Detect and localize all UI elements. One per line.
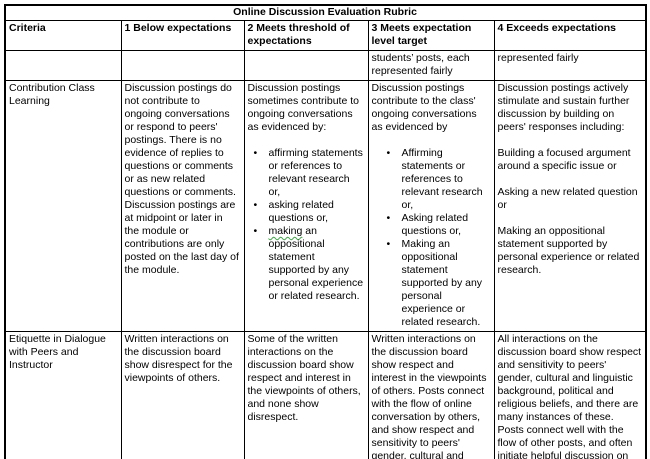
etiquette-target-text: Written interactions on the discussion b… [371, 333, 487, 459]
contribution-exceeds-paragraph: Asking a new related question or [497, 186, 638, 211]
header-row: Criteria 1 Below expectations 2 Meets th… [4, 20, 647, 51]
bullet-item: Making an oppositional statement support… [386, 238, 490, 329]
etiquette-below-text: Written interactions on the discussion b… [124, 333, 233, 384]
contribution-target-cell: Discussion postings contribute to the cl… [367, 80, 495, 332]
bullet-item: asking related questions or, [253, 199, 364, 225]
contribution-target-intro: Discussion postings contribute to the cl… [371, 82, 477, 133]
rubric-table: Online Discussion Evaluation Rubric Crit… [4, 4, 648, 459]
etiquette-below-cell: Written interactions on the discussion b… [120, 331, 245, 459]
header-meets-threshold: 2 Meets threshold of expectations [243, 20, 369, 51]
contribution-exceeds-cell: Discussion postings actively stimulate a… [493, 80, 647, 332]
bullet-item: Affirming statements or references to re… [386, 147, 490, 212]
header-exceeds-expectations: 4 Exceeds expectations [493, 20, 647, 51]
bullet-item: making an oppositional statement support… [253, 225, 364, 303]
etiquette-criteria-cell: Etiquette in Dialogue with Peers and Ins… [4, 331, 122, 459]
bullet-item: affirming statements or references to re… [253, 147, 364, 199]
contribution-threshold-cell: Discussion postings sometimes contribute… [243, 80, 369, 332]
header-below-expectations: 1 Below expectations [120, 20, 245, 51]
header-criteria: Criteria [4, 20, 122, 51]
etiquette-exceeds-text: All interactions on the discussion board… [497, 333, 642, 459]
contribution-exceeds-paragraph: Discussion postings actively stimulate a… [497, 82, 630, 133]
contribution-exceeds-paragraph: Making an oppositional statement support… [497, 225, 640, 276]
carryover-exceeds-text: represented fairly [497, 52, 579, 64]
carryover-threshold-cell [243, 50, 369, 81]
carryover-target-text: students’ posts, each represented fairly [371, 52, 470, 77]
header-meets-target: 3 Meets expectation level target [367, 20, 495, 51]
title-row: Online Discussion Evaluation Rubric [4, 4, 647, 21]
contribution-target-bullet-list: Affirming statements or references to re… [372, 147, 490, 329]
row-contribution-class-learning: Contribution Class Learning Discussion p… [4, 80, 647, 332]
etiquette-target-cell: Written interactions on the discussion b… [367, 331, 495, 459]
rubric-title: Online Discussion Evaluation Rubric [4, 4, 647, 21]
carryover-criteria-cell [4, 50, 122, 81]
contribution-below-text: Discussion postings do not contribute to… [124, 82, 239, 276]
bullet-item: Asking related questions or, [386, 212, 490, 238]
row-etiquette-in-dialogue: Etiquette in Dialogue with Peers and Ins… [4, 331, 647, 459]
contribution-threshold-intro: Discussion postings sometimes contribute… [247, 82, 359, 133]
contribution-criteria-cell: Contribution Class Learning [4, 80, 122, 332]
contribution-exceeds-paragraph: Building a focused argument around a spe… [497, 147, 631, 172]
carryover-below-cell [120, 50, 245, 81]
grammar-flagged-word: making [268, 225, 303, 237]
contribution-below-cell: Discussion postings do not contribute to… [120, 80, 245, 332]
carryover-target-cell: students’ posts, each represented fairly [367, 50, 495, 81]
contribution-threshold-bullet-list: affirming statements or references to re… [248, 147, 364, 303]
etiquette-threshold-text: Some of the written interactions on the … [247, 333, 361, 423]
bullet-item-rest: an oppositional statement supported by a… [268, 225, 364, 302]
carryover-exceeds-cell: represented fairly [493, 50, 647, 81]
etiquette-threshold-cell: Some of the written interactions on the … [243, 331, 369, 459]
etiquette-exceeds-cell: All interactions on the discussion board… [493, 331, 647, 459]
carryover-row: students’ posts, each represented fairly… [4, 50, 647, 81]
